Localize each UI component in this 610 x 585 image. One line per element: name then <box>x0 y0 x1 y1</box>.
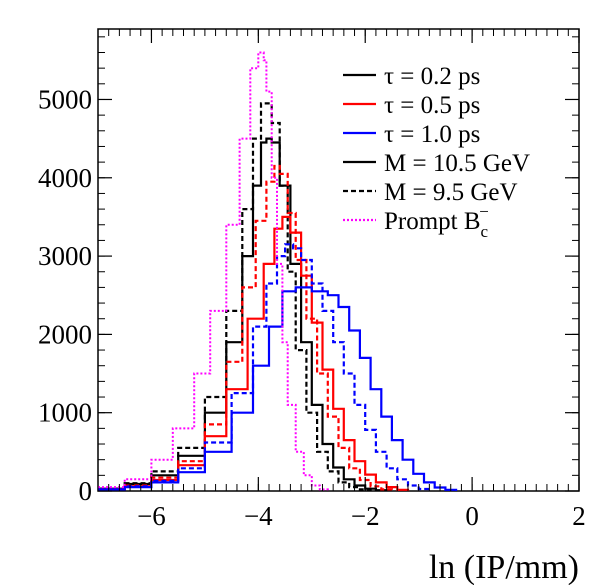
legend-label-1: τ = 0.5 ps <box>384 92 480 119</box>
x-axis-title: ln (IP/mm) <box>429 549 579 585</box>
y-tick-label: 0 <box>79 476 93 506</box>
legend-label-2: τ = 1.0 ps <box>384 121 480 148</box>
tick-layer: −6 −4 −2 0 2 0 1000 2000 3000 4000 5000 <box>38 29 586 531</box>
legend-label-5: Prompt Bc− <box>384 202 489 241</box>
plot-frame <box>97 28 580 492</box>
x-tick-label: −4 <box>244 501 273 531</box>
y-tick-label: 4000 <box>38 163 92 193</box>
y-tick-label: 3000 <box>38 241 92 271</box>
series-line-5 <box>98 243 431 491</box>
legend-label-3: M = 10.5 GeV <box>384 150 530 177</box>
legend: τ = 0.2 psτ = 0.5 psτ = 1.0 psM = 10.5 G… <box>343 63 530 241</box>
series-layer <box>98 51 458 492</box>
legend-superscript: − <box>479 202 489 221</box>
x-tick-label: −6 <box>137 501 166 531</box>
legend-label-0: τ = 0.2 ps <box>384 63 480 90</box>
x-tick-label: −2 <box>351 501 380 531</box>
series-line-3 <box>98 164 393 491</box>
y-tick-label: 1000 <box>38 398 92 428</box>
legend-label-4: M = 9.5 GeV <box>384 179 518 206</box>
series-line-6 <box>98 51 329 491</box>
legend-subscript: c <box>481 222 489 241</box>
x-tick-label: 2 <box>572 501 586 531</box>
x-tick-label: 0 <box>465 501 479 531</box>
y-tick-label: 2000 <box>38 319 92 349</box>
y-tick-label: 5000 <box>38 84 92 114</box>
